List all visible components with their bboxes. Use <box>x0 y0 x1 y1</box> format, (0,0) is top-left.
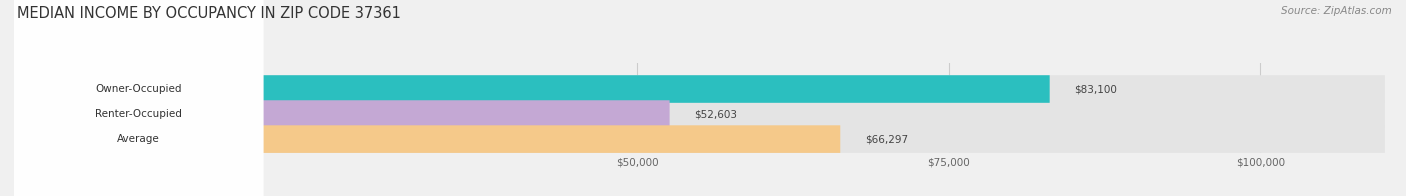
FancyBboxPatch shape <box>14 125 841 153</box>
Text: Average: Average <box>117 134 160 144</box>
Text: $66,297: $66,297 <box>865 134 908 144</box>
FancyBboxPatch shape <box>14 125 1385 153</box>
Text: MEDIAN INCOME BY OCCUPANCY IN ZIP CODE 37361: MEDIAN INCOME BY OCCUPANCY IN ZIP CODE 3… <box>17 6 401 21</box>
FancyBboxPatch shape <box>14 0 263 196</box>
FancyBboxPatch shape <box>14 75 1385 103</box>
FancyBboxPatch shape <box>14 0 263 196</box>
FancyBboxPatch shape <box>14 100 1385 128</box>
Text: $52,603: $52,603 <box>695 109 738 119</box>
Text: Source: ZipAtlas.com: Source: ZipAtlas.com <box>1281 6 1392 16</box>
FancyBboxPatch shape <box>14 75 1050 103</box>
Text: Renter-Occupied: Renter-Occupied <box>96 109 183 119</box>
FancyBboxPatch shape <box>14 100 669 128</box>
Text: $83,100: $83,100 <box>1074 84 1118 94</box>
Text: Owner-Occupied: Owner-Occupied <box>96 84 181 94</box>
FancyBboxPatch shape <box>14 0 263 196</box>
